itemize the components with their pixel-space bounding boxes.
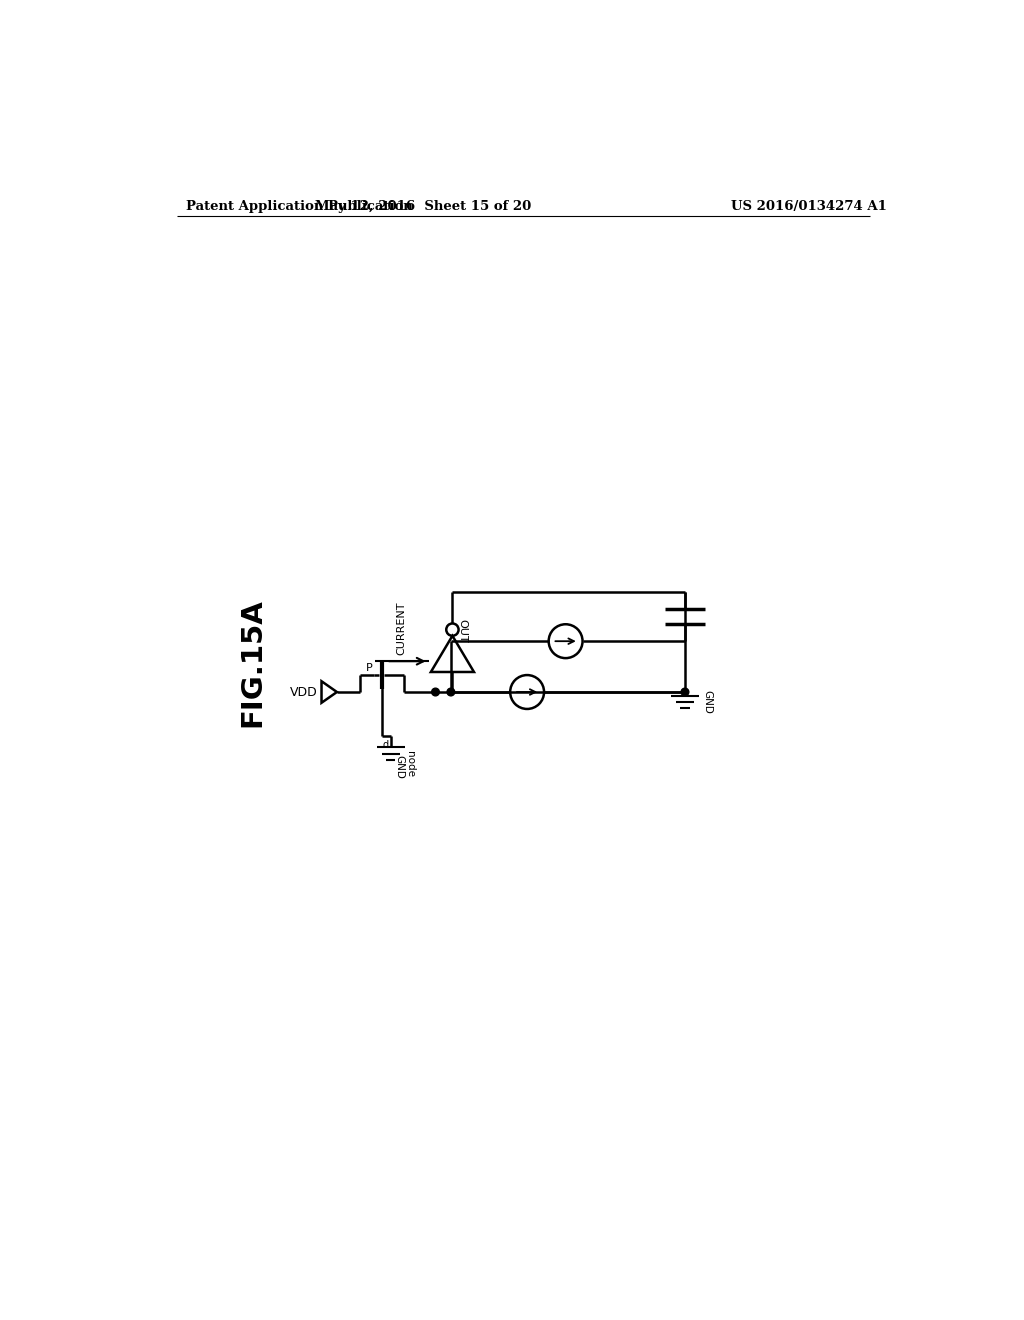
Text: Patent Application Publication: Patent Application Publication: [186, 199, 413, 213]
Circle shape: [432, 688, 439, 696]
Text: May 12, 2016  Sheet 15 of 20: May 12, 2016 Sheet 15 of 20: [315, 199, 531, 213]
Text: GND: GND: [701, 690, 712, 714]
Text: CURRENT: CURRENT: [396, 602, 407, 655]
Text: d: d: [382, 739, 388, 750]
Text: VDD: VDD: [290, 685, 317, 698]
Circle shape: [681, 688, 689, 696]
Text: US 2016/0134274 A1: US 2016/0134274 A1: [731, 199, 887, 213]
Text: P: P: [367, 663, 373, 673]
Text: OUT: OUT: [458, 619, 468, 643]
Text: FIG.15A: FIG.15A: [239, 598, 266, 727]
Circle shape: [447, 688, 455, 696]
Text: node: node: [404, 751, 415, 777]
Text: GND: GND: [394, 755, 404, 779]
